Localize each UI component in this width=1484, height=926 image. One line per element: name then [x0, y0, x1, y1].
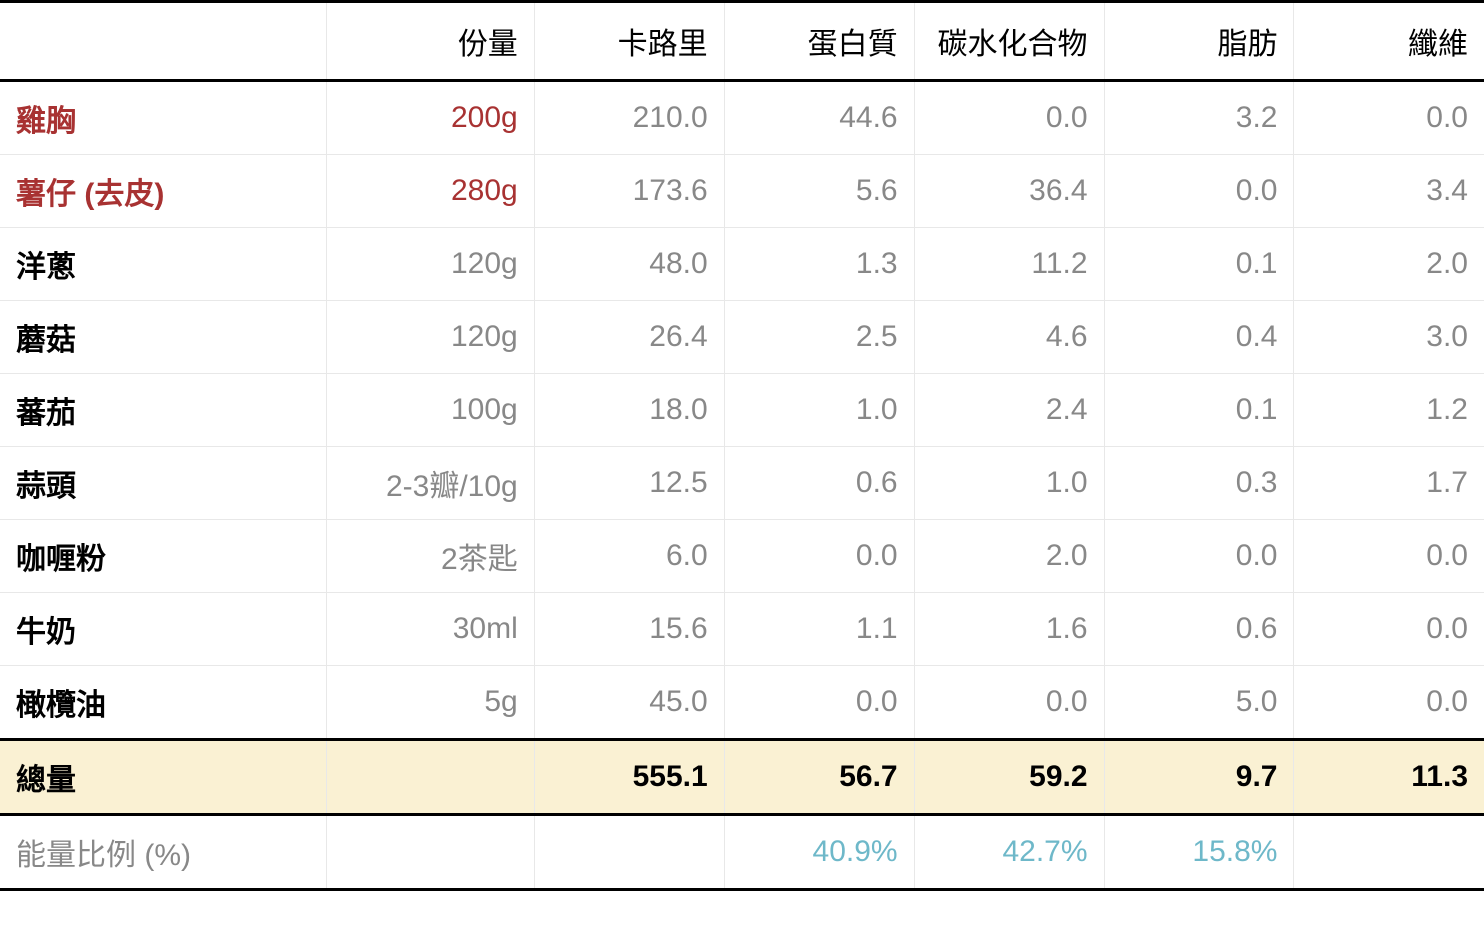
ingredient-carbs: 2.4 [914, 374, 1104, 447]
ingredient-portion: 2-3瓣/10g [326, 447, 534, 520]
table-row: 洋蔥120g48.01.311.20.12.0 [0, 228, 1484, 301]
ingredient-carbs: 2.0 [914, 520, 1104, 593]
ingredient-carbs: 4.6 [914, 301, 1104, 374]
total-carbs: 59.2 [914, 740, 1104, 815]
total-fiber: 11.3 [1294, 740, 1484, 815]
ingredient-calories: 173.6 [534, 155, 724, 228]
ingredient-protein: 1.1 [724, 593, 914, 666]
ingredient-portion: 100g [326, 374, 534, 447]
ingredient-carbs: 0.0 [914, 81, 1104, 155]
ingredient-portion: 120g [326, 301, 534, 374]
ingredient-calories: 6.0 [534, 520, 724, 593]
ingredient-carbs: 1.0 [914, 447, 1104, 520]
ingredient-fiber: 0.0 [1294, 666, 1484, 740]
header-fiber: 纖維 [1294, 2, 1484, 81]
ingredient-fat: 0.0 [1104, 520, 1294, 593]
ratio-row: 能量比例 (%) 40.9%42.7%15.8% [0, 815, 1484, 890]
ingredient-name: 雞胸 [0, 81, 326, 155]
ingredient-carbs: 36.4 [914, 155, 1104, 228]
header-name [0, 2, 326, 81]
ingredient-fiber: 2.0 [1294, 228, 1484, 301]
ratio-calories [534, 815, 724, 890]
ingredient-name: 咖喱粉 [0, 520, 326, 593]
ratio-portion [326, 815, 534, 890]
ingredient-protein: 0.6 [724, 447, 914, 520]
table-row: 蘑菇120g26.42.54.60.43.0 [0, 301, 1484, 374]
ingredient-calories: 210.0 [534, 81, 724, 155]
header-row: 份量 卡路里 蛋白質 碳水化合物 脂肪 纖維 [0, 2, 1484, 81]
ingredient-carbs: 11.2 [914, 228, 1104, 301]
ingredient-protein: 0.0 [724, 666, 914, 740]
ingredient-fat: 0.6 [1104, 593, 1294, 666]
ratio-protein: 40.9% [724, 815, 914, 890]
ingredient-name: 洋蔥 [0, 228, 326, 301]
ingredient-fiber: 0.0 [1294, 520, 1484, 593]
ingredient-portion: 120g [326, 228, 534, 301]
ratio-fat: 15.8% [1104, 815, 1294, 890]
total-label: 總量 [0, 740, 326, 815]
ingredient-calories: 18.0 [534, 374, 724, 447]
table-row: 薯仔 (去皮)280g173.65.636.40.03.4 [0, 155, 1484, 228]
header-carbs: 碳水化合物 [914, 2, 1104, 81]
ingredient-portion: 30ml [326, 593, 534, 666]
ingredient-name: 蕃茄 [0, 374, 326, 447]
ingredient-portion: 200g [326, 81, 534, 155]
ingredient-fiber: 1.7 [1294, 447, 1484, 520]
ingredient-protein: 1.3 [724, 228, 914, 301]
ingredient-name: 蘑菇 [0, 301, 326, 374]
ingredient-protein: 2.5 [724, 301, 914, 374]
table-row: 蒜頭2-3瓣/10g12.50.61.00.31.7 [0, 447, 1484, 520]
ingredient-portion: 2茶匙 [326, 520, 534, 593]
ingredient-fiber: 0.0 [1294, 593, 1484, 666]
ingredient-carbs: 1.6 [914, 593, 1104, 666]
ingredient-calories: 48.0 [534, 228, 724, 301]
nutrition-table: 份量 卡路里 蛋白質 碳水化合物 脂肪 纖維 雞胸200g210.044.60.… [0, 0, 1484, 891]
ingredient-fiber: 3.4 [1294, 155, 1484, 228]
header-fat: 脂肪 [1104, 2, 1294, 81]
ratio-label: 能量比例 (%) [0, 815, 326, 890]
ingredient-name: 牛奶 [0, 593, 326, 666]
ingredient-calories: 15.6 [534, 593, 724, 666]
table-row: 雞胸200g210.044.60.03.20.0 [0, 81, 1484, 155]
ingredient-fat: 0.4 [1104, 301, 1294, 374]
ingredient-protein: 5.6 [724, 155, 914, 228]
ingredient-calories: 12.5 [534, 447, 724, 520]
ingredient-name: 薯仔 (去皮) [0, 155, 326, 228]
ingredient-fat: 0.1 [1104, 228, 1294, 301]
header-calories: 卡路里 [534, 2, 724, 81]
ingredient-fat: 0.0 [1104, 155, 1294, 228]
ratio-fiber [1294, 815, 1484, 890]
ingredient-fiber: 0.0 [1294, 81, 1484, 155]
ingredient-calories: 26.4 [534, 301, 724, 374]
ingredient-carbs: 0.0 [914, 666, 1104, 740]
table-row: 蕃茄100g18.01.02.40.11.2 [0, 374, 1484, 447]
total-calories: 555.1 [534, 740, 724, 815]
total-row: 總量 555.156.759.29.711.3 [0, 740, 1484, 815]
ingredient-fat: 3.2 [1104, 81, 1294, 155]
ingredient-calories: 45.0 [534, 666, 724, 740]
ingredient-fiber: 3.0 [1294, 301, 1484, 374]
ingredient-name: 橄欖油 [0, 666, 326, 740]
ingredient-name: 蒜頭 [0, 447, 326, 520]
ingredient-protein: 44.6 [724, 81, 914, 155]
ingredient-protein: 0.0 [724, 520, 914, 593]
ratio-carbs: 42.7% [914, 815, 1104, 890]
ingredient-protein: 1.0 [724, 374, 914, 447]
table-row: 咖喱粉2茶匙6.00.02.00.00.0 [0, 520, 1484, 593]
ingredient-fat: 5.0 [1104, 666, 1294, 740]
total-portion [326, 740, 534, 815]
header-protein: 蛋白質 [724, 2, 914, 81]
ingredient-fat: 0.1 [1104, 374, 1294, 447]
header-portion: 份量 [326, 2, 534, 81]
total-fat: 9.7 [1104, 740, 1294, 815]
table-row: 牛奶30ml15.61.11.60.60.0 [0, 593, 1484, 666]
ingredient-portion: 5g [326, 666, 534, 740]
total-protein: 56.7 [724, 740, 914, 815]
ingredient-portion: 280g [326, 155, 534, 228]
ingredient-fiber: 1.2 [1294, 374, 1484, 447]
table-row: 橄欖油5g45.00.00.05.00.0 [0, 666, 1484, 740]
ingredient-fat: 0.3 [1104, 447, 1294, 520]
